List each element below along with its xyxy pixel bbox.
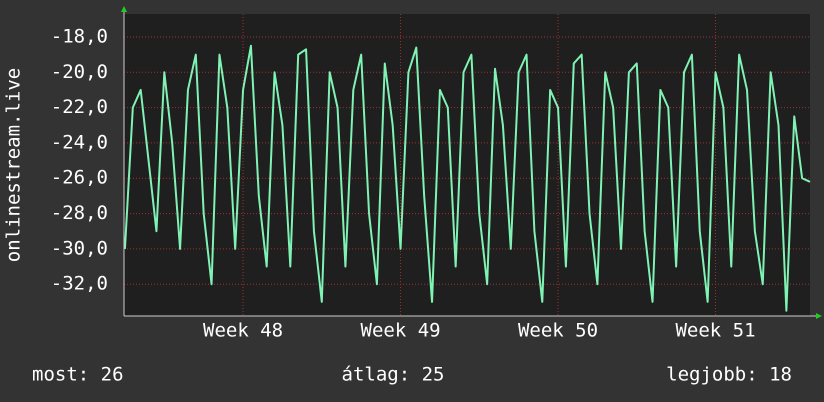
axis-arrow bbox=[121, 6, 127, 12]
x-tick-label: Week 51 bbox=[675, 320, 755, 342]
y-tick-label: -24,0 bbox=[51, 131, 108, 153]
plot-area bbox=[124, 14, 810, 316]
marks bbox=[123, 44, 811, 312]
y-tick-label: -28,0 bbox=[51, 202, 108, 224]
data-line bbox=[123, 44, 811, 312]
axis-arrow bbox=[816, 313, 822, 319]
y-tick-label: -26,0 bbox=[51, 167, 108, 189]
x-tick-label: Week 48 bbox=[203, 320, 283, 342]
y-tick-label: -18,0 bbox=[51, 25, 108, 47]
footer-stat: átlag: 25 bbox=[342, 364, 445, 386]
footer-stat: most: 26 bbox=[32, 364, 124, 386]
y-tick-label: -20,0 bbox=[51, 61, 108, 83]
x-tick-label: Week 50 bbox=[518, 320, 598, 342]
y-axis-label: onlinestream.live bbox=[3, 68, 25, 262]
y-tick-label: -32,0 bbox=[51, 273, 108, 295]
x-tick-label: Week 49 bbox=[361, 320, 441, 342]
footer-stat: legjobb: 18 bbox=[666, 364, 792, 386]
y-tick-label: -22,0 bbox=[51, 96, 108, 118]
y-tick-label: -30,0 bbox=[51, 237, 108, 259]
